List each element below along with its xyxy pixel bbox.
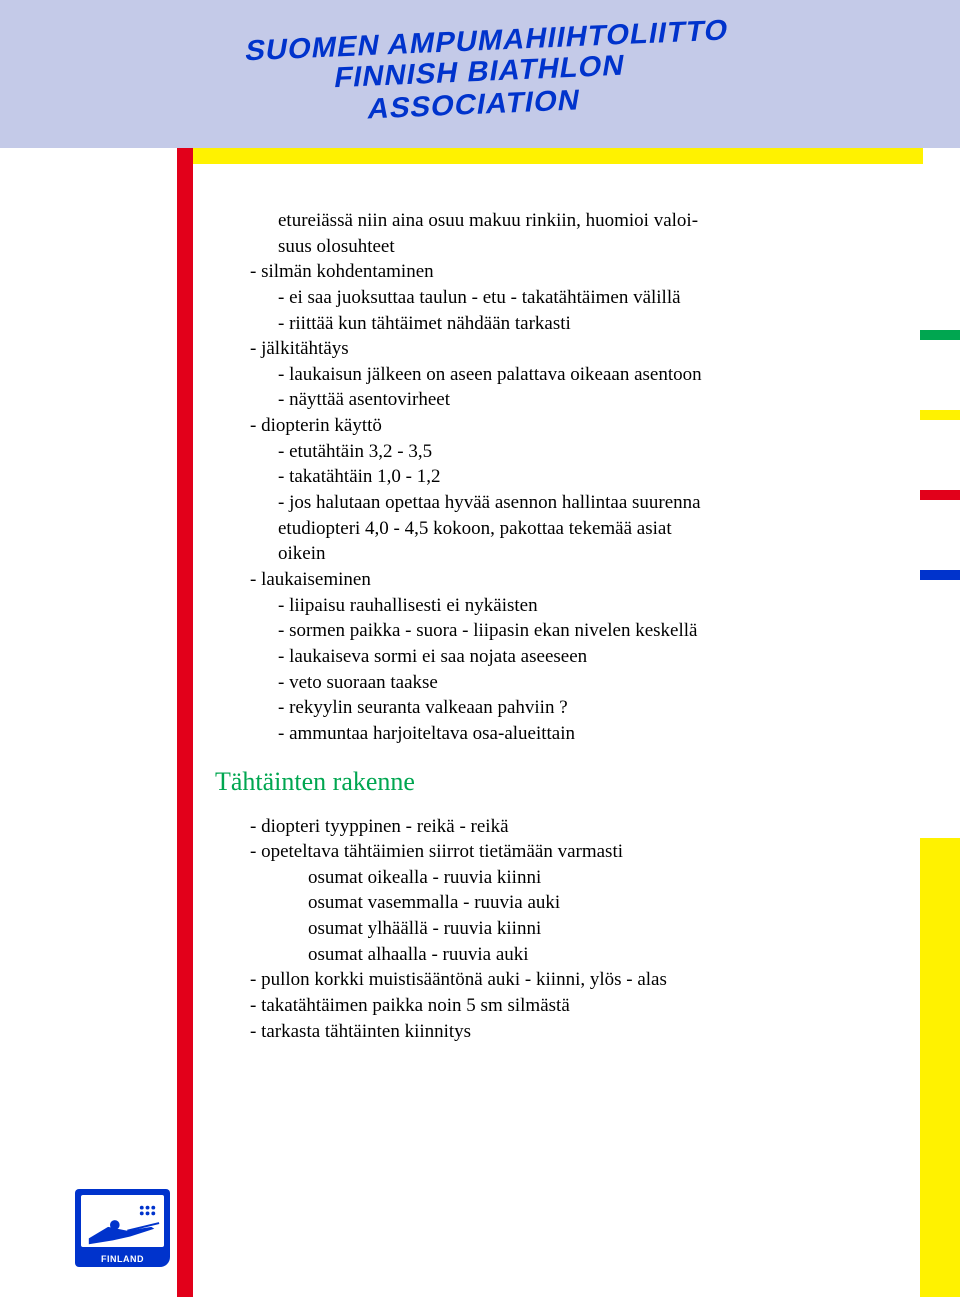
stripe-green (920, 330, 960, 340)
stripe-blue (920, 570, 960, 580)
header-band: SUOMEN AMPUMAHIIHTOLIITTO FINNISH BIATHL… (0, 0, 960, 148)
s2-bullet-2c: osumat ylhäällä - ruuvia kiinni (308, 916, 850, 942)
badge-country-label: FINLAND (75, 1254, 170, 1264)
bullet-jalki-a: - laukaisun jälkeen on aseen palattava o… (278, 362, 850, 388)
main-area: etureiässä niin aina osuu makuu rinkiin,… (0, 148, 960, 1297)
bullet-lauk-f: - ammuntaa harjoiteltava osa-alueittain (278, 721, 850, 747)
s2-bullet-2: - opeteltava tähtäimien siirrot tietämää… (250, 839, 850, 865)
bullet-diop-c: - jos halutaan opettaa hyvää asennon hal… (278, 490, 850, 516)
stripe-red (920, 490, 960, 500)
s2-bullet-5: - tarkasta tähtäinten kiinnitys (250, 1019, 850, 1045)
bullet-laukaiseminen: - laukaiseminen (250, 567, 850, 593)
bullet-jalki-b: - näyttää asentovirheet (278, 387, 850, 413)
bullet-lauk-d: - veto suoraan taakse (278, 670, 850, 696)
s2-bullet-2b: osumat vasemmalla - ruuvia auki (308, 890, 850, 916)
bullet-jalkitahtays: - jälkitähtäys (250, 336, 850, 362)
stripe-yellow (920, 410, 960, 420)
bullet-lauk-c: - laukaiseva sormi ei saa nojata aseesee… (278, 644, 850, 670)
document-body: etureiässä niin aina osuu makuu rinkiin,… (250, 208, 850, 1044)
right-stripe-group (920, 330, 960, 650)
bullet-diop-b: - takatähtäin 1,0 - 1,2 (278, 464, 850, 490)
para-cont-b: suus olosuhteet (278, 234, 850, 260)
bullet-diop-a: - etutähtäin 3,2 - 3,5 (278, 439, 850, 465)
bullet-diopterin: - diopterin käyttö (250, 413, 850, 439)
bullet-lauk-b: - sormen paikka - suora - liipasin ekan … (278, 618, 850, 644)
right-yellow-block (920, 838, 960, 1297)
biathlon-badge-icon: FINLAND (75, 1189, 170, 1267)
biathlon-shooter-icon (84, 1198, 161, 1246)
yellow-top-bar (177, 148, 923, 164)
bullet-lauk-a: - liipaisu rauhallisesti ei nykäisten (278, 593, 850, 619)
bullet-diop-e: oikein (278, 541, 850, 567)
bullet-silman: - silmän kohdentaminen (250, 259, 850, 285)
s2-bullet-3: - pullon korkki muistisääntönä auki - ki… (250, 967, 850, 993)
red-vertical-bar (177, 148, 193, 1297)
s2-bullet-1: - diopteri tyyppinen - reikä - reikä (250, 814, 850, 840)
s2-bullet-2a: osumat oikealla - ruuvia kiinni (308, 865, 850, 891)
s2-bullet-4: - takatähtäimen paikka noin 5 sm silmäst… (250, 993, 850, 1019)
bullet-diop-d: etudiopteri 4,0 - 4,5 kokoon, pakottaa t… (278, 516, 850, 542)
bullet-silman-a: - ei saa juoksuttaa taulun - etu - takat… (278, 285, 850, 311)
s2-bullet-2d: osumat alhaalla - ruuvia auki (308, 942, 850, 968)
para-cont-a: etureiässä niin aina osuu makuu rinkiin,… (278, 208, 850, 234)
org-logo-text: SUOMEN AMPUMAHIIHTOLIITTO FINNISH BIATHL… (230, 25, 731, 123)
bullet-lauk-e: - rekyylin seuranta valkeaan pahviin ? (278, 695, 850, 721)
bullet-silman-b: - riittää kun tähtäimet nähdään tarkasti (278, 311, 850, 337)
badge-inner (81, 1195, 164, 1247)
section-heading-tahtainten: Tähtäinten rakenne (215, 764, 850, 799)
